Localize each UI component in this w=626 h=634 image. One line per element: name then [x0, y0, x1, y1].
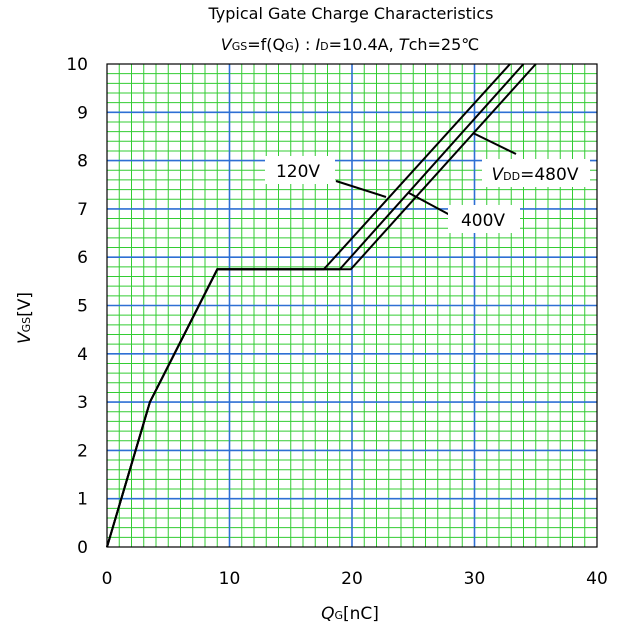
subtitle-temp: ch=25℃ [409, 35, 480, 54]
y-tick-label: 10 [66, 55, 88, 75]
annotation-480v-v: V [492, 165, 505, 185]
chart-subtitle: VGS=f(QG) : ID=10.4A, Tch=25℃ [221, 35, 480, 54]
annotation-400v-leader [408, 192, 451, 216]
y-tick-label: 0 [77, 538, 88, 558]
x-tick-label: 10 [219, 569, 241, 589]
y-tick-label: 3 [77, 393, 88, 413]
x-axis-label-sub: G [334, 609, 343, 622]
annotation-120v-leader [335, 180, 387, 198]
subtitle-fq: =f(Q [247, 35, 285, 54]
x-axis-label-unit: [nC] [343, 604, 379, 624]
y-tick-label: 8 [77, 152, 88, 172]
y-axis-label-sub: GS [20, 317, 33, 333]
subtitle-i: I [315, 35, 320, 54]
annotation-400v-bg [448, 205, 520, 233]
y-tick-label: 9 [77, 103, 88, 123]
y-tick-label: 2 [77, 441, 88, 461]
annotation-120v-label: 120V [276, 162, 320, 182]
y-axis-label-main: V [15, 331, 35, 344]
y-tick-label: 1 [77, 490, 88, 510]
x-tick-label: 40 [586, 569, 608, 589]
subtitle-g: G [285, 40, 294, 53]
y-tick-labels: 0 1 2 3 4 5 6 7 8 9 10 [66, 55, 88, 558]
annotation-480v-value: =480V [520, 165, 579, 185]
x-tick-label: 0 [102, 569, 113, 589]
y-axis-label-unit: [V] [15, 292, 35, 317]
subtitle-current: =10.4A, [329, 35, 399, 54]
y-tick-label: 7 [77, 200, 88, 220]
y-tick-label: 4 [77, 345, 88, 365]
y-axis-label: VGS[V] [15, 292, 35, 344]
series-lines [106, 63, 537, 548]
subtitle-t: T [399, 35, 410, 54]
subtitle-d: D [320, 40, 328, 53]
annotation-480v-bg [482, 159, 590, 187]
plot-frame [106, 63, 598, 548]
subtitle-v: V [221, 35, 233, 54]
subtitle-sep: ) : [294, 35, 316, 54]
x-axis-label: QG[nC] [321, 604, 379, 624]
series-line-480v [106, 63, 537, 548]
x-tick-labels: 0 10 20 30 40 [102, 569, 608, 589]
annotation-400v-label: 400V [461, 211, 505, 231]
subtitle-gs: GS [232, 40, 248, 53]
annotation-480v-dd: DD [503, 170, 520, 183]
annotation-480v-leader [472, 132, 517, 155]
x-tick-label: 30 [464, 569, 486, 589]
x-tick-label: 20 [341, 569, 363, 589]
annotation-480v-label: VDD=480V [492, 165, 579, 185]
annotation-120v-bg [265, 156, 335, 184]
x-axis-label-main: Q [321, 604, 334, 624]
chart-title: Typical Gate Charge Characteristics [207, 4, 493, 23]
y-tick-label: 5 [77, 297, 88, 317]
y-tick-label: 6 [77, 248, 88, 268]
